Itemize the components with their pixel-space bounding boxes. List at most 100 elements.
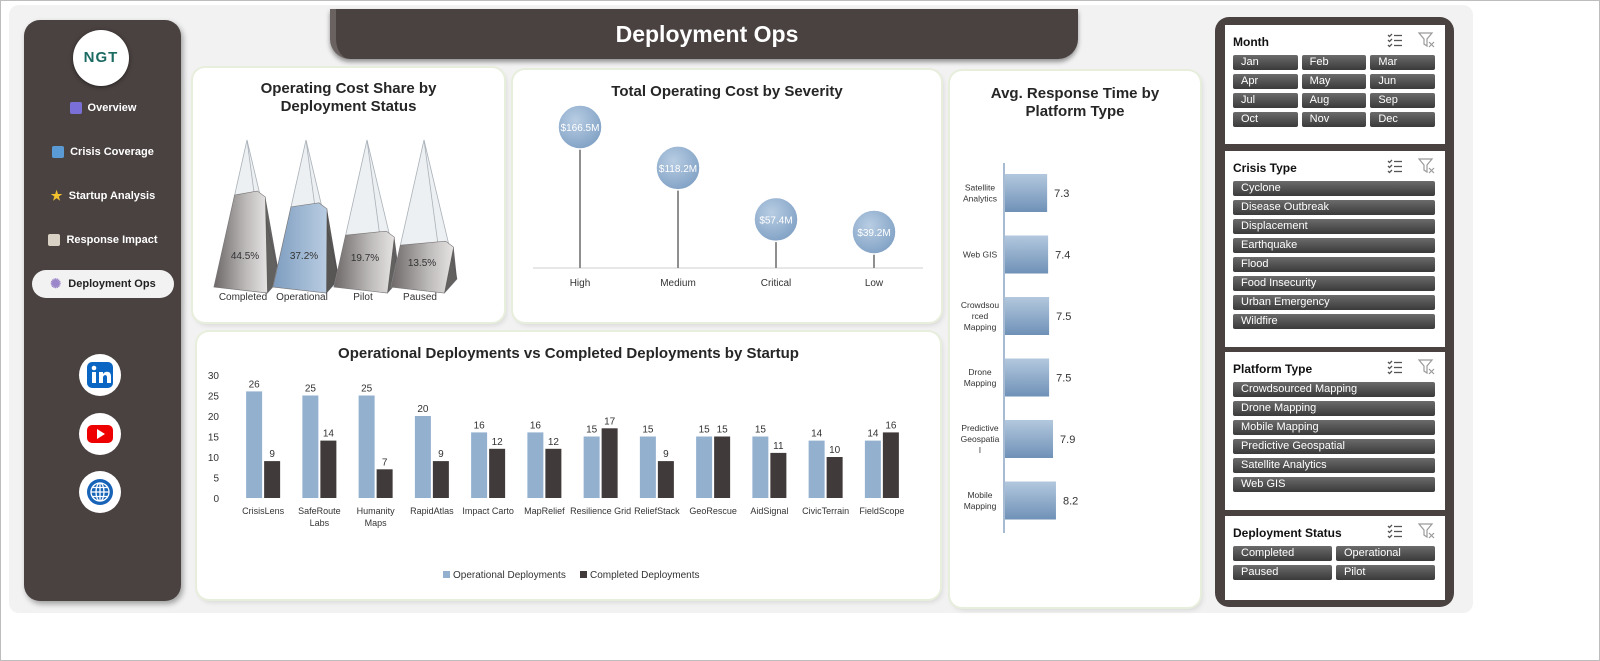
- y-tick-label: 20: [208, 412, 220, 423]
- slicer-platform-type: Platform Type Crowdsourced Mapping Drone M…: [1225, 352, 1445, 510]
- data-label: 15: [755, 425, 767, 436]
- multi-select-icon[interactable]: [1387, 523, 1403, 539]
- globe-icon[interactable]: [79, 471, 121, 513]
- pyramid-bar: [272, 202, 328, 294]
- lollipop-bubble: [753, 196, 799, 243]
- slicer-item[interactable]: Apr: [1233, 74, 1298, 89]
- data-label: 16: [885, 420, 897, 431]
- slicer-item[interactable]: Dec: [1370, 112, 1435, 127]
- sidebar-item-crisis-coverage[interactable]: Crisis Coverage: [32, 138, 174, 166]
- y-tick-label: 15: [208, 433, 220, 444]
- clipboard-icon: [48, 234, 61, 246]
- bar: [1005, 420, 1054, 458]
- bar: [527, 432, 544, 498]
- slicer-item[interactable]: Mar: [1370, 55, 1435, 70]
- slicer-item[interactable]: May: [1301, 74, 1367, 89]
- bar: [264, 461, 281, 498]
- data-label: $166.5M: [561, 123, 600, 134]
- data-label: 7.4: [1055, 250, 1070, 262]
- slicer-item[interactable]: Satellite Analytics: [1233, 458, 1435, 473]
- slicer-item[interactable]: Jul: [1233, 93, 1298, 108]
- severity-chart: $166.5M High $118.2M Medium $57.4M Critical $3…: [533, 104, 923, 289]
- grid-chart-icon: [69, 102, 82, 114]
- category-label: Labs: [310, 518, 330, 528]
- sidebar-item-startup-analysis[interactable]: ★ Startup Analysis: [32, 182, 174, 210]
- data-label: 11: [773, 441, 784, 452]
- data-label: 7.3: [1054, 188, 1069, 200]
- slicer-item[interactable]: Feb: [1301, 55, 1367, 70]
- bar: [696, 436, 713, 498]
- category-label: High: [570, 278, 591, 289]
- clear-filter-icon[interactable]: [1417, 523, 1435, 539]
- slicer-item[interactable]: Wildfire: [1233, 314, 1435, 329]
- bar: [1005, 174, 1048, 212]
- category-label: SafeRoute: [298, 506, 341, 516]
- slicer-item[interactable]: Urban Emergency: [1233, 295, 1435, 310]
- multi-select-icon[interactable]: [1387, 359, 1403, 375]
- data-label: 25: [305, 384, 317, 395]
- slicer-item[interactable]: Pilot: [1336, 565, 1435, 580]
- lollipop-bubble: [557, 104, 603, 150]
- bar: [808, 440, 825, 498]
- clear-filter-icon[interactable]: [1417, 359, 1435, 375]
- slicer-item[interactable]: Completed: [1233, 546, 1332, 561]
- category-label: FieldScope: [859, 506, 904, 516]
- slicer-item[interactable]: Earthquake: [1233, 238, 1435, 253]
- clear-filter-icon[interactable]: [1417, 32, 1435, 48]
- bar: [864, 440, 881, 498]
- slicer-item[interactable]: Predictive Geospatial: [1233, 439, 1435, 454]
- slicer-item[interactable]: Crowdsourced Mapping: [1233, 382, 1435, 397]
- data-label: $39.2M: [857, 228, 890, 239]
- sidebar-item-response-impact[interactable]: Response Impact: [32, 226, 174, 254]
- data-label: 9: [663, 449, 669, 460]
- severity-title: Total Operating Cost by Severity: [611, 83, 843, 100]
- bar: [545, 448, 562, 498]
- data-label: 10: [829, 445, 841, 456]
- data-label: $57.4M: [759, 215, 792, 226]
- linkedin-icon[interactable]: [79, 354, 121, 396]
- slicer-item[interactable]: Sep: [1370, 93, 1435, 108]
- slicer-item[interactable]: Mobile Mapping: [1233, 420, 1435, 435]
- sidebar-item-overview[interactable]: Overview: [32, 94, 174, 122]
- data-label: 9: [269, 449, 275, 460]
- data-label: 44.5%: [231, 251, 259, 262]
- data-label: 7.5: [1056, 373, 1071, 385]
- slicer-item[interactable]: Disease Outbreak: [1233, 200, 1435, 215]
- slicer-title: Crisis Type: [1233, 161, 1297, 175]
- clear-filter-icon[interactable]: [1417, 158, 1435, 174]
- slicer-item[interactable]: Food Insecurity: [1233, 276, 1435, 291]
- data-label: 25: [361, 384, 373, 395]
- slicer-item[interactable]: Oct: [1233, 112, 1298, 127]
- bar: [639, 436, 656, 498]
- data-label: 14: [867, 429, 879, 440]
- slicer-item[interactable]: Jan: [1233, 55, 1298, 70]
- legend-swatch: [580, 571, 587, 578]
- slicer-item[interactable]: Operational: [1336, 546, 1435, 561]
- data-label: 15: [642, 425, 654, 436]
- slicer-item[interactable]: Cyclone: [1233, 181, 1435, 196]
- slicer-item[interactable]: Aug: [1301, 93, 1367, 108]
- slicer-item[interactable]: Displacement: [1233, 219, 1435, 234]
- pyramid-side: [444, 247, 457, 293]
- multi-select-icon[interactable]: [1387, 32, 1403, 48]
- severity-card: Total Operating Cost by Severity $166.5M…: [513, 70, 941, 322]
- slicer-item[interactable]: Paused: [1233, 565, 1332, 580]
- slicer-item[interactable]: Flood: [1233, 257, 1435, 272]
- slicer-item[interactable]: Nov: [1301, 112, 1367, 127]
- slicer-item[interactable]: Drone Mapping: [1233, 401, 1435, 416]
- category-label: Critical: [761, 278, 792, 289]
- category-label: Resilience Grid: [570, 506, 631, 516]
- slicer-item[interactable]: Jun: [1370, 74, 1435, 89]
- multi-select-icon[interactable]: [1387, 158, 1403, 174]
- category-label: Mapping: [964, 501, 997, 511]
- data-label: 7.5: [1056, 311, 1071, 323]
- sidebar-item-label: Overview: [87, 102, 137, 114]
- pyramid-bar: [390, 240, 454, 294]
- bar: [471, 432, 488, 498]
- slicer-item[interactable]: Web GIS: [1233, 477, 1435, 492]
- youtube-icon[interactable]: [79, 413, 121, 455]
- slicer-title: Month: [1233, 35, 1269, 49]
- category-label: Geospatia: [961, 434, 1000, 444]
- sidebar-item-deployment-ops[interactable]: ✺ Deployment Ops: [32, 270, 174, 298]
